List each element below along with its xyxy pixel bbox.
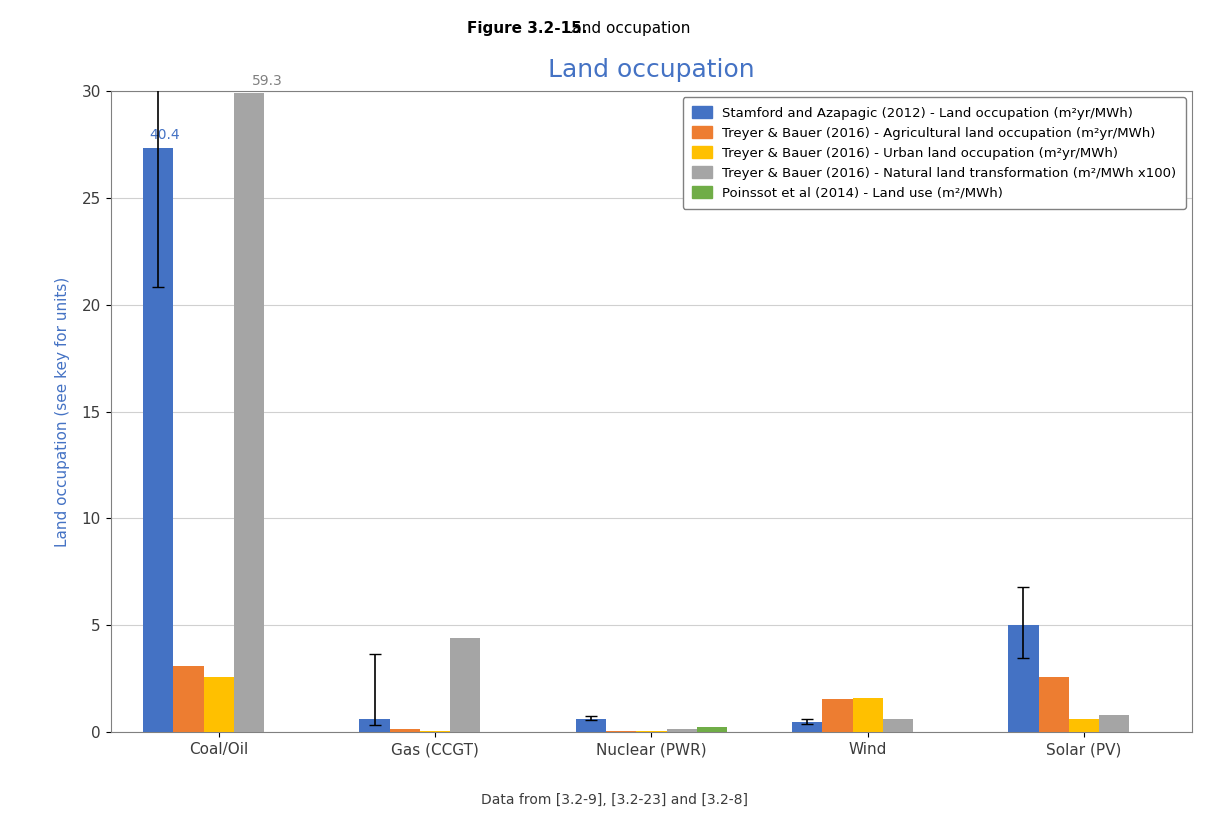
Bar <box>173 666 204 732</box>
Bar <box>666 729 697 732</box>
Bar <box>1008 625 1039 732</box>
Bar <box>697 728 728 732</box>
Bar <box>204 677 234 732</box>
Bar <box>450 639 481 732</box>
Text: 40.4: 40.4 <box>149 128 179 142</box>
Text: Land occupation: Land occupation <box>559 21 691 35</box>
Bar <box>1039 677 1069 732</box>
Bar <box>575 718 606 732</box>
Bar <box>390 729 420 732</box>
Title: Land occupation: Land occupation <box>548 58 755 81</box>
Bar <box>791 722 822 732</box>
Text: Figure 3.2-15.: Figure 3.2-15. <box>467 21 587 35</box>
Y-axis label: Land occupation (see key for units): Land occupation (see key for units) <box>55 277 70 546</box>
Bar <box>143 148 173 732</box>
Bar <box>822 700 853 732</box>
Text: Data from [3.2-9], [3.2-23] and [3.2-8]: Data from [3.2-9], [3.2-23] and [3.2-8] <box>481 793 748 807</box>
Bar <box>359 718 390 732</box>
Bar <box>1069 718 1099 732</box>
Bar <box>234 93 264 732</box>
Legend: Stamford and Azapagic (2012) - Land occupation (m²yr/MWh), Treyer & Bauer (2016): Stamford and Azapagic (2012) - Land occu… <box>682 97 1186 209</box>
Bar <box>606 731 637 732</box>
Bar <box>853 698 882 732</box>
Text: 59.3: 59.3 <box>252 74 283 88</box>
Bar <box>1099 715 1129 732</box>
Bar <box>882 718 913 732</box>
